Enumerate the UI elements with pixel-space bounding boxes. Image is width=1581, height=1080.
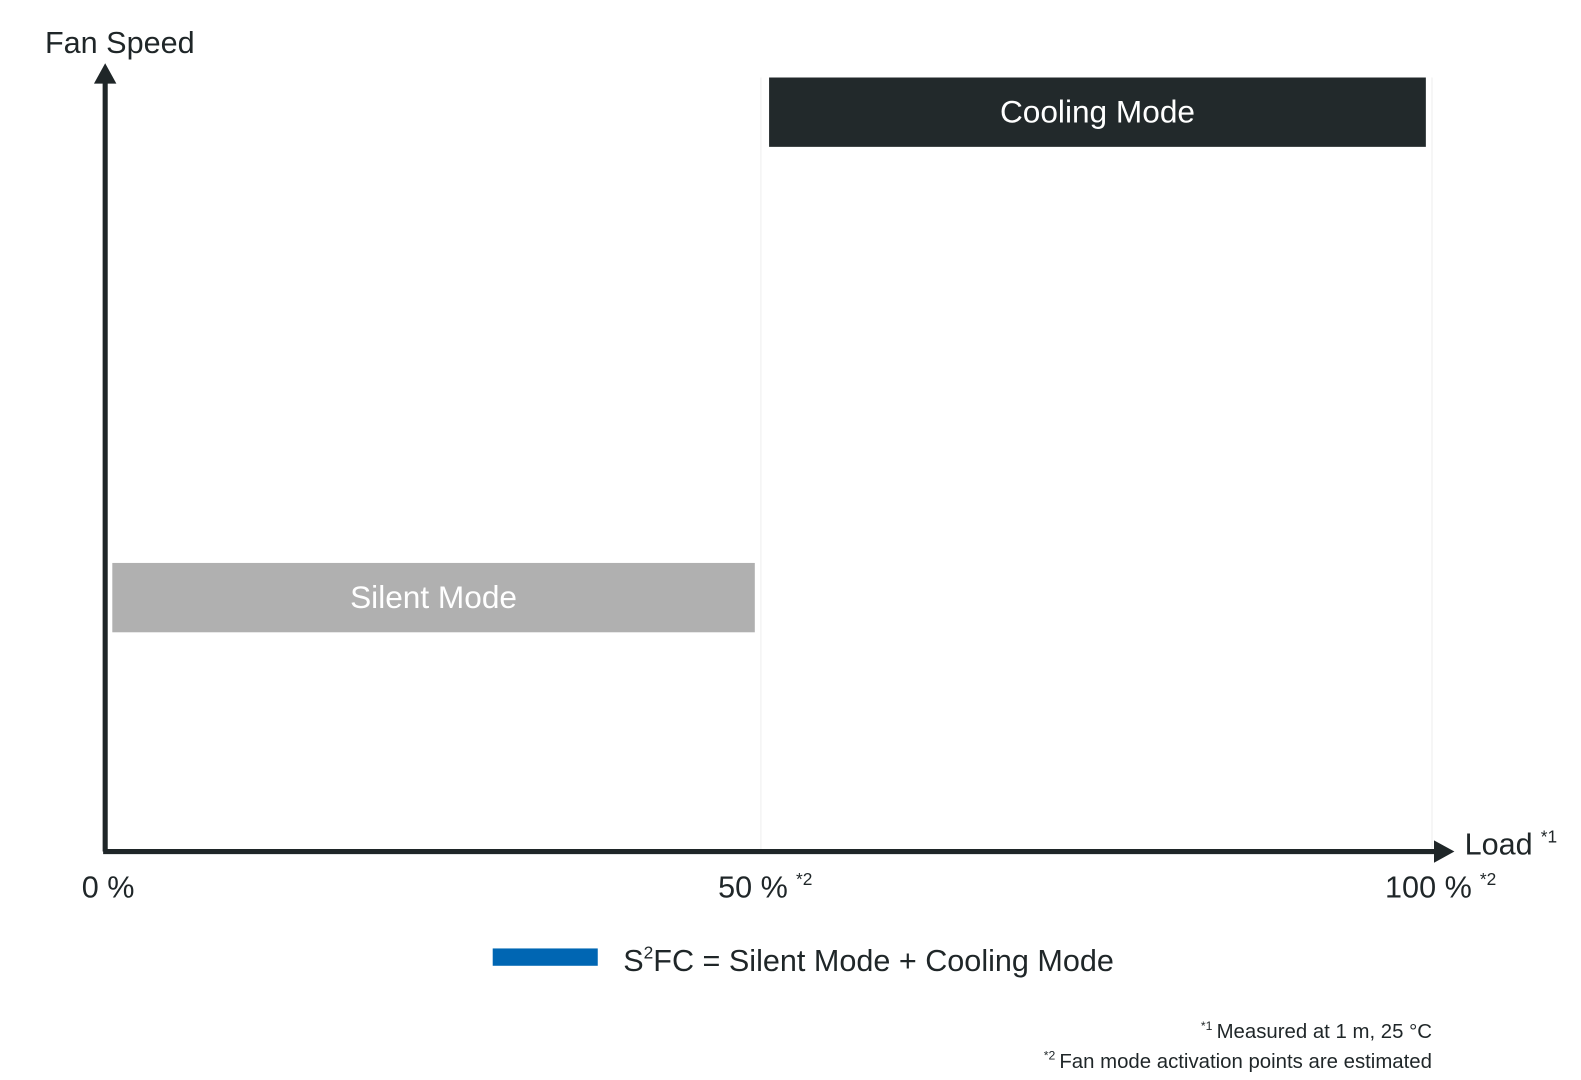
legend-label: S2FC = Silent Mode + Cooling Mode xyxy=(623,943,1114,978)
cooling-mode-label: Cooling Mode xyxy=(1000,93,1195,129)
footnote-mark: *2 xyxy=(1044,1049,1056,1063)
tick-label: 100 % *2 xyxy=(1385,869,1496,904)
tick-note: *2 xyxy=(796,869,812,889)
tick-note: *2 xyxy=(1480,869,1496,889)
footnote-mark: *1 xyxy=(1201,1019,1213,1033)
silent-mode-label: Silent Mode xyxy=(350,579,517,615)
footnote: *1 Measured at 1 m, 25 °C xyxy=(1201,1019,1432,1043)
x-axis-label: Load *1 xyxy=(1465,826,1558,861)
legend-text: FC = Silent Mode + Cooling Mode xyxy=(653,944,1114,978)
y-axis-label: Fan Speed xyxy=(45,26,195,60)
legend-superscript: 2 xyxy=(644,943,654,963)
y-axis-arrow xyxy=(93,63,117,84)
tick-label-text: 50 % xyxy=(718,870,788,904)
footnote-text: Measured at 1 m, 25 °C xyxy=(1217,1021,1432,1043)
x-axis-note: *1 xyxy=(1541,826,1557,846)
legend-swatch xyxy=(492,948,598,966)
footnote-text: Fan mode activation points are estimated xyxy=(1059,1051,1432,1073)
footnote: *2 Fan mode activation points are estimat… xyxy=(1044,1049,1432,1073)
x-axis-arrow xyxy=(1434,840,1455,863)
tick-label-text: 100 % xyxy=(1385,870,1472,904)
tick-label: 0 % xyxy=(82,870,135,904)
x-axis-label-text: Load xyxy=(1465,828,1533,862)
cooling-mode-box xyxy=(769,77,1426,147)
tick-label: 50 % *2 xyxy=(718,869,812,904)
silent-mode-box xyxy=(112,562,755,633)
legend-prefix: S xyxy=(623,944,643,978)
